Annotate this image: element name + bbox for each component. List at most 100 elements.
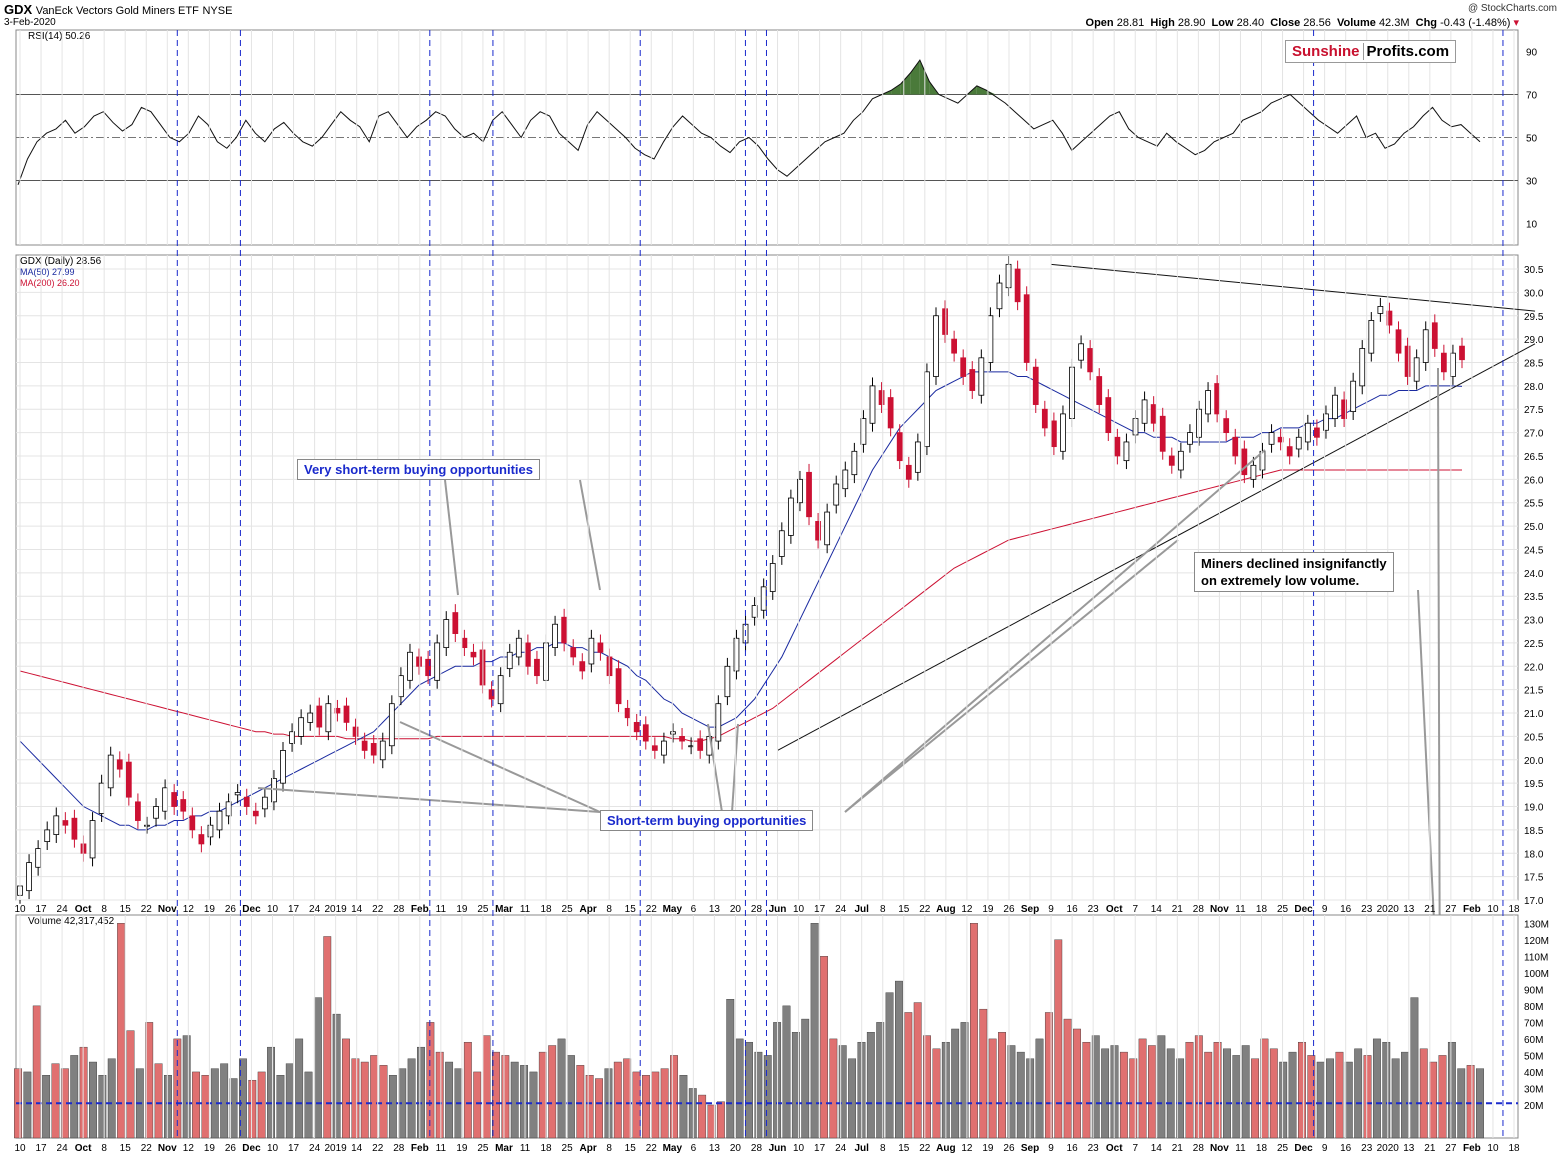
volume-bar — [182, 1035, 191, 1139]
candle-body — [53, 815, 60, 835]
volume-bar — [257, 1071, 266, 1139]
volume-bar — [1429, 1061, 1438, 1139]
candle-body — [733, 637, 740, 672]
x-tick-label: 8 — [101, 1143, 107, 1154]
candle-body — [1223, 418, 1230, 434]
candle-body — [1341, 399, 1347, 419]
exchange: NYSE — [202, 5, 233, 17]
volume-bar — [1101, 1048, 1110, 1139]
source-label: @ StockCharts.com — [1467, 3, 1557, 14]
candle-body — [515, 637, 522, 658]
candle-body — [1386, 310, 1393, 326]
x-tick-label: Feb — [411, 1143, 429, 1154]
volume-bar — [520, 1065, 529, 1139]
x-tick-label: 18 — [1508, 904, 1520, 915]
candle-body — [1196, 408, 1202, 438]
volume-y-tick: 40M — [1524, 1068, 1543, 1079]
price-y-tick: 22.0 — [1524, 662, 1544, 673]
x-tick-label: 21 — [1172, 1143, 1184, 1154]
candle-body — [933, 315, 939, 377]
volume-y-tick: 120M — [1524, 936, 1549, 947]
volume-bar — [951, 1028, 960, 1139]
volume-bar — [576, 1065, 585, 1139]
volume-bar — [1466, 1065, 1475, 1139]
x-tick-label: Oct — [75, 904, 92, 915]
x-tick-label: 7 — [1132, 904, 1138, 915]
candle-body — [869, 385, 876, 424]
x-tick-label: Nov — [158, 1143, 177, 1154]
x-tick-label: Nov — [158, 904, 177, 915]
x-tick-label: Aug — [936, 1143, 955, 1154]
annotation-short-term: Short-term buying opportunities — [600, 810, 814, 831]
x-tick-label: 17 — [814, 904, 826, 915]
x-tick-label: 13 — [1403, 904, 1415, 915]
x-tick-label: 23 — [1088, 1143, 1100, 1154]
x-tick-label: 11 — [520, 1143, 531, 1154]
candle-body — [579, 661, 586, 672]
x-tick-label: Jul — [854, 1143, 869, 1154]
candle-body — [960, 357, 967, 377]
candle-body — [633, 721, 640, 733]
candle-body — [1060, 413, 1066, 452]
x-tick-label: 16 — [1067, 904, 1079, 915]
volume-bar — [42, 1075, 51, 1139]
candle-body — [1168, 455, 1175, 466]
candle-body — [833, 483, 840, 506]
x-tick-label: Oct — [75, 1143, 92, 1154]
x-tick-label: Jun — [769, 904, 787, 915]
x-tick-label: Mar — [495, 1143, 513, 1154]
candle-body — [1250, 464, 1257, 480]
price-y-tick: 29.0 — [1524, 335, 1544, 346]
volume-y-tick: 90M — [1524, 985, 1543, 996]
candle-body — [978, 357, 985, 396]
x-tick-label: 27 — [1445, 1143, 1457, 1154]
candle-body — [887, 397, 894, 429]
candle-body — [470, 651, 477, 658]
volume-bar — [763, 1055, 772, 1139]
x-tick-label: Nov — [1210, 1143, 1229, 1154]
x-tick-label: 22 — [372, 1143, 384, 1154]
price-y-tick: 24.0 — [1524, 569, 1544, 580]
candle-body — [561, 616, 568, 644]
volume-bar — [548, 1045, 557, 1139]
x-tick-label: 26 — [1003, 1143, 1015, 1154]
rsi-label: RSI(14) 50.26 — [28, 31, 91, 42]
x-tick-label: 18 — [1508, 1143, 1520, 1154]
price-y-tick: 19.0 — [1524, 803, 1544, 814]
volume-bar — [1372, 1038, 1381, 1139]
candle-body — [788, 497, 794, 536]
candle-body — [651, 745, 658, 751]
candle-body — [642, 724, 649, 742]
candle-body — [1395, 329, 1402, 354]
volume-bar — [23, 1071, 32, 1139]
candle-body — [280, 750, 286, 784]
candle-body — [1268, 432, 1275, 445]
candle-body — [769, 563, 776, 592]
candle-body — [670, 731, 676, 735]
candle-body — [243, 796, 250, 807]
volume-bar — [998, 1032, 1006, 1139]
x-tick-label: 11 — [1235, 904, 1246, 915]
candle-body — [407, 651, 413, 681]
x-tick-label: 12 — [183, 904, 195, 915]
candle-body — [506, 651, 513, 670]
x-tick-label: 18 — [1256, 1143, 1268, 1154]
x-tick-label: 22 — [919, 1143, 931, 1154]
price-y-tick: 18.5 — [1524, 826, 1544, 837]
volume-bar — [820, 956, 828, 1139]
x-tick-label: 8 — [880, 1143, 886, 1154]
candle-body — [461, 637, 468, 649]
price-y-tick: 24.5 — [1524, 545, 1544, 556]
volume-bar — [810, 923, 819, 1139]
volume-bar — [1063, 1018, 1072, 1139]
x-tick-label: Sep — [1021, 1143, 1039, 1154]
x-tick-label: 15 — [120, 904, 132, 915]
volume-bar — [370, 1055, 379, 1139]
candle-body — [570, 647, 577, 658]
x-tick-label: 10 — [793, 904, 805, 915]
x-tick-label: 19 — [456, 904, 468, 915]
volume-bar — [632, 1071, 641, 1139]
candle-body — [1187, 432, 1193, 445]
volume-bar — [1091, 1035, 1100, 1139]
volume-bar — [154, 1063, 163, 1139]
